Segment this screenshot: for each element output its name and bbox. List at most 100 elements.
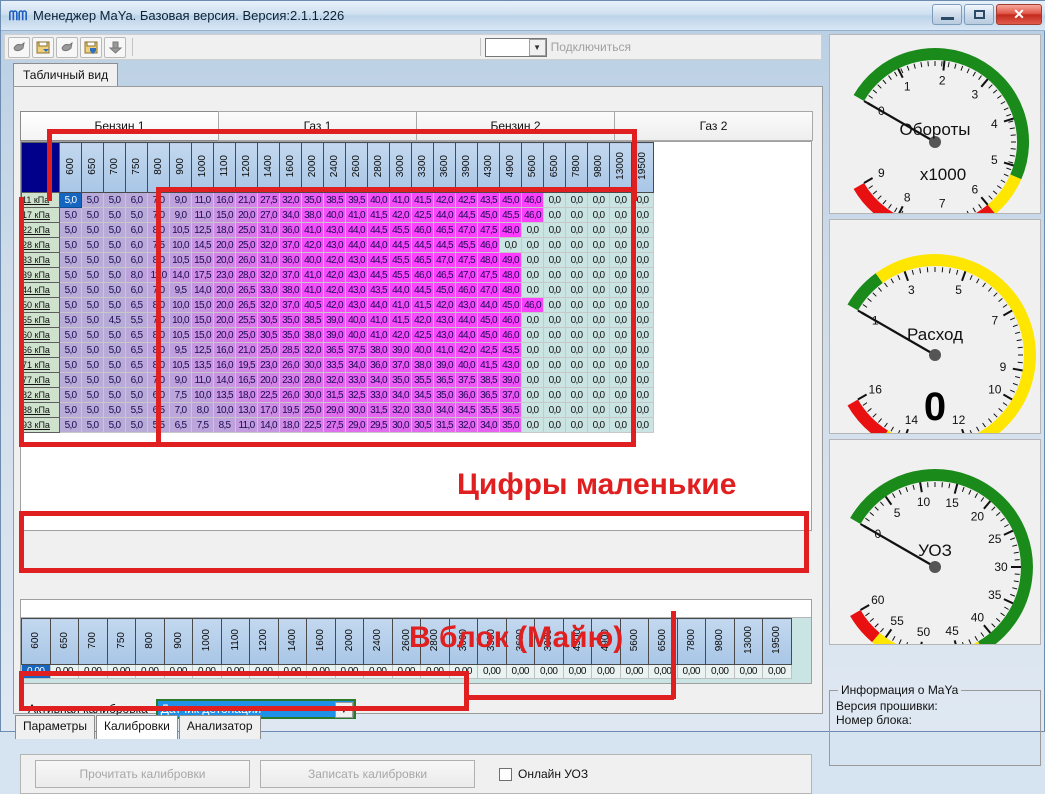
grid-cell[interactable]: 6,0 bbox=[126, 193, 148, 208]
grid-cell[interactable]: 44,5 bbox=[368, 268, 390, 283]
grid-cell[interactable]: 8,0 bbox=[192, 403, 214, 418]
grid-row-header[interactable]: 77 кПа bbox=[22, 373, 60, 388]
grid-col-header[interactable]: 2800 bbox=[368, 143, 390, 193]
grid-cell[interactable]: 33,0 bbox=[258, 283, 280, 298]
grid-cell[interactable]: 0,0 bbox=[522, 268, 544, 283]
grid-cell[interactable]: 0,0 bbox=[610, 223, 632, 238]
grid-cell[interactable]: 42,0 bbox=[412, 313, 434, 328]
grid-cell[interactable]: 34,0 bbox=[346, 358, 368, 373]
grid-cell[interactable]: 10,0 bbox=[170, 238, 192, 253]
grid-cell[interactable]: 0,0 bbox=[632, 328, 654, 343]
grid-cell[interactable]: 5,0 bbox=[104, 208, 126, 223]
correction-cell[interactable]: 0,00 bbox=[221, 665, 250, 679]
grid-cell[interactable]: 20,0 bbox=[236, 208, 258, 223]
grid-cell[interactable]: 32,0 bbox=[258, 238, 280, 253]
grid-cell[interactable]: 0,0 bbox=[544, 193, 566, 208]
grid-cell[interactable]: 44,5 bbox=[368, 223, 390, 238]
grid-cell[interactable]: 0,0 bbox=[566, 223, 588, 238]
grid-col-header[interactable]: 700 bbox=[104, 143, 126, 193]
grid-cell[interactable]: 0,0 bbox=[610, 328, 632, 343]
correction-cell[interactable]: 0,00 bbox=[307, 665, 336, 679]
grid-cell[interactable]: 5,0 bbox=[104, 358, 126, 373]
grid-cell[interactable]: 5,0 bbox=[104, 193, 126, 208]
grid-cell[interactable]: 38,5 bbox=[478, 373, 500, 388]
grid-cell[interactable]: 5,0 bbox=[82, 208, 104, 223]
grid-col-header[interactable]: 750 bbox=[126, 143, 148, 193]
correction-col-header[interactable]: 5600 bbox=[620, 619, 649, 665]
grid-col-header[interactable]: 6500 bbox=[544, 143, 566, 193]
grid-col-header[interactable]: 1600 bbox=[280, 143, 302, 193]
grid-cell[interactable]: 34,0 bbox=[434, 403, 456, 418]
grid-cell[interactable]: 5,0 bbox=[60, 373, 82, 388]
grid-cell[interactable]: 5,0 bbox=[104, 373, 126, 388]
grid-cell[interactable]: 8,0 bbox=[148, 358, 170, 373]
correction-col-header[interactable]: 1200 bbox=[250, 619, 279, 665]
grid-cell[interactable]: 9,0 bbox=[170, 373, 192, 388]
grid-cell[interactable]: 8,0 bbox=[148, 328, 170, 343]
grid-cell[interactable]: 11,0 bbox=[192, 373, 214, 388]
correction-cell[interactable]: 0,00 bbox=[107, 665, 136, 679]
grid-cell[interactable]: 0,0 bbox=[588, 388, 610, 403]
grid-cell[interactable]: 6,0 bbox=[126, 283, 148, 298]
grid-cell[interactable]: 43,0 bbox=[346, 253, 368, 268]
grid-col-header[interactable]: 3000 bbox=[390, 143, 412, 193]
grid-cell[interactable]: 45,5 bbox=[390, 253, 412, 268]
grid-cell[interactable]: 37,0 bbox=[500, 388, 522, 403]
grid-cell[interactable]: 5,0 bbox=[82, 193, 104, 208]
grid-cell[interactable]: 41,5 bbox=[478, 358, 500, 373]
grid-cell[interactable]: 43,0 bbox=[346, 298, 368, 313]
grid-cell[interactable]: 6,5 bbox=[126, 328, 148, 343]
grid-cell[interactable]: 0,0 bbox=[610, 283, 632, 298]
online-timing-checkbox-wrap[interactable]: Онлайн УОЗ bbox=[499, 767, 588, 781]
grid-col-header[interactable]: 7800 bbox=[566, 143, 588, 193]
grid-cell[interactable]: 47,0 bbox=[456, 223, 478, 238]
grid-cell[interactable]: 0,0 bbox=[566, 208, 588, 223]
grid-cell[interactable]: 5,0 bbox=[60, 268, 82, 283]
grid-cell[interactable]: 43,5 bbox=[500, 343, 522, 358]
grid-cell[interactable]: 20,0 bbox=[258, 373, 280, 388]
grid-cell[interactable]: 10,5 bbox=[170, 358, 192, 373]
grid-cell[interactable]: 35,0 bbox=[434, 388, 456, 403]
grid-cell[interactable]: 39,0 bbox=[500, 373, 522, 388]
grid-cell[interactable]: 33,0 bbox=[412, 403, 434, 418]
correction-cell[interactable]: 0,00 bbox=[364, 665, 393, 679]
grid-cell[interactable]: 36,0 bbox=[280, 253, 302, 268]
grid-cell[interactable]: 0,0 bbox=[566, 418, 588, 433]
grid-col-header[interactable]: 900 bbox=[170, 143, 192, 193]
grid-cell[interactable]: 0,0 bbox=[522, 223, 544, 238]
grid-cell[interactable]: 44,5 bbox=[456, 208, 478, 223]
grid-cell[interactable]: 46,0 bbox=[412, 223, 434, 238]
grid-cell[interactable]: 0,0 bbox=[588, 253, 610, 268]
grid-cell[interactable]: 6,5 bbox=[126, 343, 148, 358]
grid-cell[interactable]: 0,0 bbox=[522, 343, 544, 358]
grid-cell[interactable]: 27,5 bbox=[324, 418, 346, 433]
grid-cell[interactable]: 5,0 bbox=[60, 388, 82, 403]
grid-row-header[interactable]: 44 кПа bbox=[22, 283, 60, 298]
grid-cell[interactable]: 16,0 bbox=[214, 193, 236, 208]
grid-cell[interactable]: 5,0 bbox=[104, 343, 126, 358]
grid-cell[interactable]: 42,0 bbox=[324, 298, 346, 313]
grid-col-header[interactable]: 600 bbox=[60, 143, 82, 193]
grid-cell[interactable]: 47,5 bbox=[456, 253, 478, 268]
grid-cell[interactable]: 9,5 bbox=[170, 283, 192, 298]
correction-cell[interactable]: 0,00 bbox=[478, 665, 507, 679]
correction-col-header[interactable]: 750 bbox=[107, 619, 136, 665]
grid-cell[interactable]: 38,0 bbox=[302, 208, 324, 223]
grid-cell[interactable]: 0,0 bbox=[544, 253, 566, 268]
grid-cell[interactable]: 12,5 bbox=[192, 343, 214, 358]
grid-cell[interactable]: 25,5 bbox=[236, 313, 258, 328]
grid-cell[interactable]: 42,0 bbox=[390, 328, 412, 343]
grid-cell[interactable]: 5,0 bbox=[82, 418, 104, 433]
grid-cell[interactable]: 39,0 bbox=[324, 328, 346, 343]
grid-cell[interactable]: 41,0 bbox=[390, 193, 412, 208]
grid-cell[interactable]: 14,0 bbox=[170, 268, 192, 283]
grid-cell[interactable]: 46,5 bbox=[434, 268, 456, 283]
grid-cell[interactable]: 0,0 bbox=[632, 388, 654, 403]
grid-row-header[interactable]: 88 кПа bbox=[22, 403, 60, 418]
grid-cell[interactable]: 43,0 bbox=[456, 298, 478, 313]
